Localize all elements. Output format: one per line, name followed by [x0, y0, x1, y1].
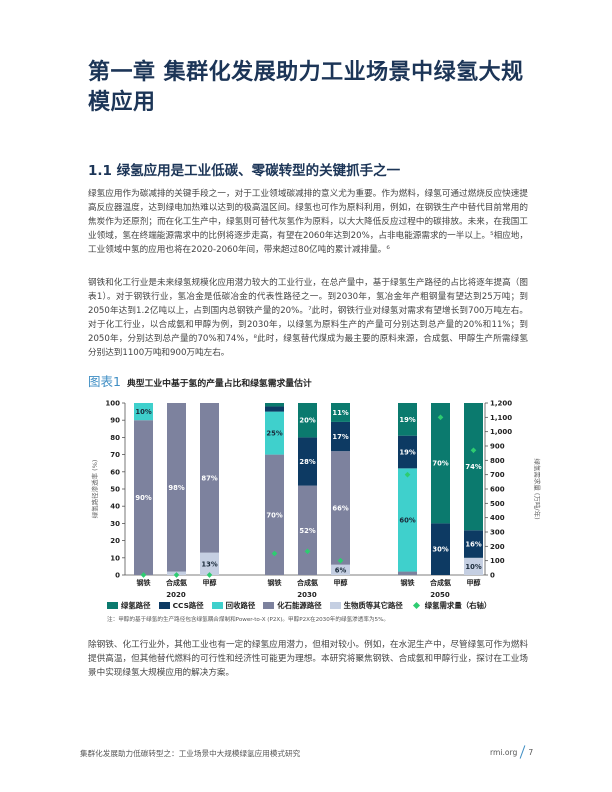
- svg-text:0: 0: [115, 572, 120, 580]
- svg-text:合成氨: 合成氨: [296, 578, 318, 587]
- legend-swatch: [329, 602, 341, 609]
- svg-text:17%: 17%: [332, 433, 348, 441]
- svg-text:13%: 13%: [201, 560, 217, 568]
- svg-text:19%: 19%: [399, 449, 415, 457]
- svg-text:合成氨: 合成氨: [165, 578, 187, 587]
- svg-text:10%: 10%: [465, 563, 481, 571]
- legend-label: 绿氢路径: [121, 601, 151, 610]
- svg-text:6%: 6%: [335, 566, 347, 574]
- svg-text:甲醇: 甲醇: [467, 578, 481, 587]
- svg-text:90%: 90%: [135, 494, 151, 502]
- diamond-marker-icon: [412, 601, 420, 610]
- svg-text:40: 40: [110, 503, 120, 511]
- svg-text:100: 100: [490, 557, 505, 565]
- svg-text:100: 100: [105, 400, 120, 408]
- svg-text:200: 200: [490, 543, 505, 551]
- svg-text:11%: 11%: [332, 409, 348, 417]
- svg-text:10: 10: [110, 554, 120, 562]
- svg-text:70%: 70%: [432, 460, 448, 468]
- svg-text:2030: 2030: [297, 591, 317, 598]
- legend-swatch: [211, 602, 223, 609]
- figure-title: 图表1 典型工业中基于氢的产量占比和绿氢需求量估计: [88, 371, 312, 390]
- svg-text:2050: 2050: [430, 591, 450, 598]
- svg-text:800: 800: [490, 457, 505, 465]
- svg-text:87%: 87%: [201, 474, 217, 482]
- svg-text:600: 600: [490, 486, 505, 494]
- svg-text:甲醇: 甲醇: [203, 578, 217, 587]
- figure-number: 图表1: [88, 374, 121, 389]
- svg-text:20: 20: [110, 537, 120, 545]
- svg-text:60%: 60%: [399, 516, 415, 524]
- chapter-title: 第一章 集群化发展助力工业场景中绿氢大规模应用: [88, 60, 524, 115]
- legend-swatch: [263, 602, 275, 609]
- figure-note: 注：甲醇的基于绿氢的生产路径包含绿氢耦合煤制和Power-to-X (P2X)。…: [107, 617, 390, 623]
- legend-label: 生物质等其它路径: [343, 601, 403, 610]
- svg-text:16%: 16%: [465, 541, 481, 549]
- svg-text:500: 500: [490, 500, 505, 508]
- legend-label: CCS路径: [172, 601, 204, 610]
- svg-text:80: 80: [110, 434, 120, 442]
- svg-text:绿氢需求量 (万吨/年): 绿氢需求量 (万吨/年): [533, 458, 542, 519]
- figure-caption: 典型工业中基于氢的产量占比和绿氢需求量估计: [126, 379, 312, 389]
- svg-text:50: 50: [110, 486, 120, 494]
- svg-text:90: 90: [110, 417, 120, 425]
- legend-item: 化石能源路径: [263, 600, 322, 611]
- svg-text:甲醇: 甲醇: [334, 578, 348, 587]
- svg-text:300: 300: [490, 529, 505, 537]
- svg-text:钢铁: 钢铁: [401, 578, 415, 587]
- svg-text:20%: 20%: [299, 417, 315, 425]
- section-title: 1.1 绿氢应用是工业低碳、零碳转型的关键抓手之一: [88, 163, 401, 179]
- legend-item: 绿氢路径: [107, 600, 151, 611]
- legend-swatch: [107, 602, 118, 609]
- svg-text:2020: 2020: [166, 591, 186, 598]
- chart-legend: 绿氢路径 CCS路径 回收路径 化石能源路径 生物质等其它路径 绿氢需求量（右轴）: [107, 600, 491, 611]
- site-link[interactable]: rmi.org: [490, 747, 518, 757]
- footer-page-info: rmi.org 7: [490, 745, 533, 759]
- svg-text:19%: 19%: [399, 416, 415, 424]
- paragraph-2: 钢铁和化工行业是未来绿氢规模化应用潜力较大的工业行业，在总产量中，基于绿氢生产路…: [88, 278, 528, 358]
- svg-text:合成氨: 合成氨: [429, 578, 451, 587]
- svg-text:900: 900: [490, 443, 505, 451]
- legend-label: 绿氢需求量（右轴）: [424, 601, 492, 610]
- paragraph-1: 绿氢应用作为碳减排的关键手段之一，对于工业领域碳减排的意义尤为重要。作为燃料，绿…: [88, 189, 528, 255]
- svg-text:25%: 25%: [266, 430, 282, 438]
- svg-text:钢铁: 钢铁: [268, 578, 282, 587]
- svg-text:70%: 70%: [266, 511, 282, 519]
- legend-item: 回收路径: [211, 600, 256, 611]
- svg-text:28%: 28%: [299, 458, 315, 466]
- svg-text:0: 0: [490, 572, 495, 580]
- page-number: 7: [528, 747, 534, 757]
- svg-text:钢铁: 钢铁: [137, 578, 151, 587]
- svg-text:1,100: 1,100: [490, 414, 512, 422]
- legend-swatch: [158, 602, 170, 609]
- svg-text:98%: 98%: [168, 484, 184, 492]
- svg-text:1,000: 1,000: [490, 428, 512, 436]
- svg-text:400: 400: [490, 514, 505, 522]
- legend-item: 生物质等其它路径: [329, 600, 403, 611]
- svg-text:1,200: 1,200: [490, 400, 512, 408]
- legend-label: 回收路径: [225, 601, 256, 610]
- slash-divider: [520, 745, 526, 759]
- svg-text:10%: 10%: [135, 408, 151, 416]
- footer-title: 集群化发展助力低碳转型之：工业场景中大规模绿氢应用模式研究: [80, 749, 301, 758]
- legend-label: 化石能源路径: [277, 601, 322, 610]
- svg-text:66%: 66%: [332, 504, 348, 512]
- svg-text:52%: 52%: [299, 527, 315, 535]
- svg-text:绿氢路径渗透率 (%): 绿氢路径渗透率 (%): [90, 460, 99, 519]
- svg-text:60: 60: [110, 468, 120, 476]
- legend-item: 绿氢需求量（右轴）: [411, 600, 492, 611]
- svg-text:30%: 30%: [432, 546, 448, 554]
- paragraph-3: 除钢铁、化工行业外，其他工业也有一定的绿氢应用潜力，但相对较小。例如，在水泥生产…: [88, 640, 528, 678]
- svg-text:700: 700: [490, 471, 505, 479]
- svg-text:74%: 74%: [465, 463, 481, 471]
- legend-item: CCS路径: [158, 600, 204, 611]
- svg-text:70: 70: [110, 451, 120, 459]
- svg-text:30: 30: [110, 520, 120, 528]
